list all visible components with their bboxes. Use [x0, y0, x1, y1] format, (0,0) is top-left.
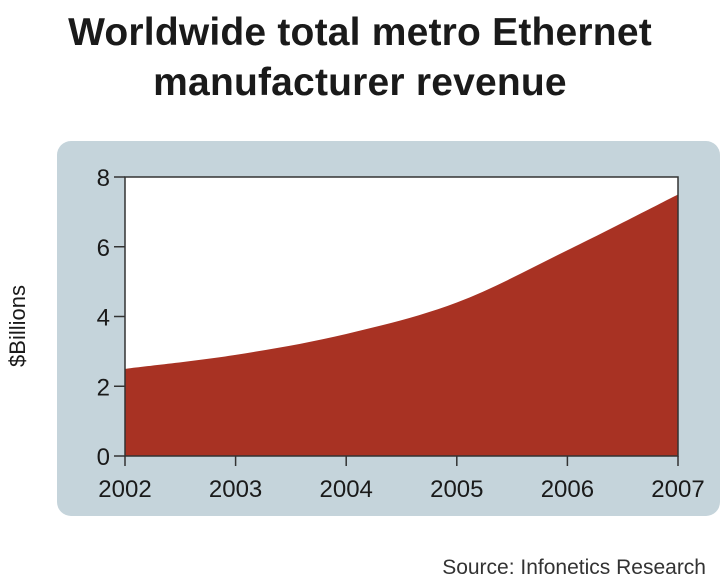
- x-tick-label-2002: 2002: [98, 476, 151, 503]
- x-tick-label-2003: 2003: [209, 476, 262, 503]
- y-tick-label-4: 4: [97, 305, 110, 332]
- chart-title: Worldwide total metro Ethernet manufactu…: [0, 8, 720, 108]
- x-tick-label-2004: 2004: [320, 476, 373, 503]
- x-tick-label-2005: 2005: [430, 476, 483, 503]
- area-series: [125, 194, 678, 456]
- x-tick-label-2007: 2007: [651, 476, 704, 503]
- y-tick-label-6: 6: [97, 235, 110, 262]
- y-tick-label-8: 8: [97, 165, 110, 192]
- x-tick-label-2006: 2006: [541, 476, 594, 503]
- y-tick-label-2: 2: [97, 374, 110, 401]
- y-tick-label-0: 0: [97, 444, 110, 471]
- chart-title-line-2: manufacturer revenue: [153, 61, 567, 104]
- chart-title-line-1: Worldwide total metro Ethernet: [68, 11, 652, 54]
- source-note: Source: Infonetics Research: [442, 556, 706, 579]
